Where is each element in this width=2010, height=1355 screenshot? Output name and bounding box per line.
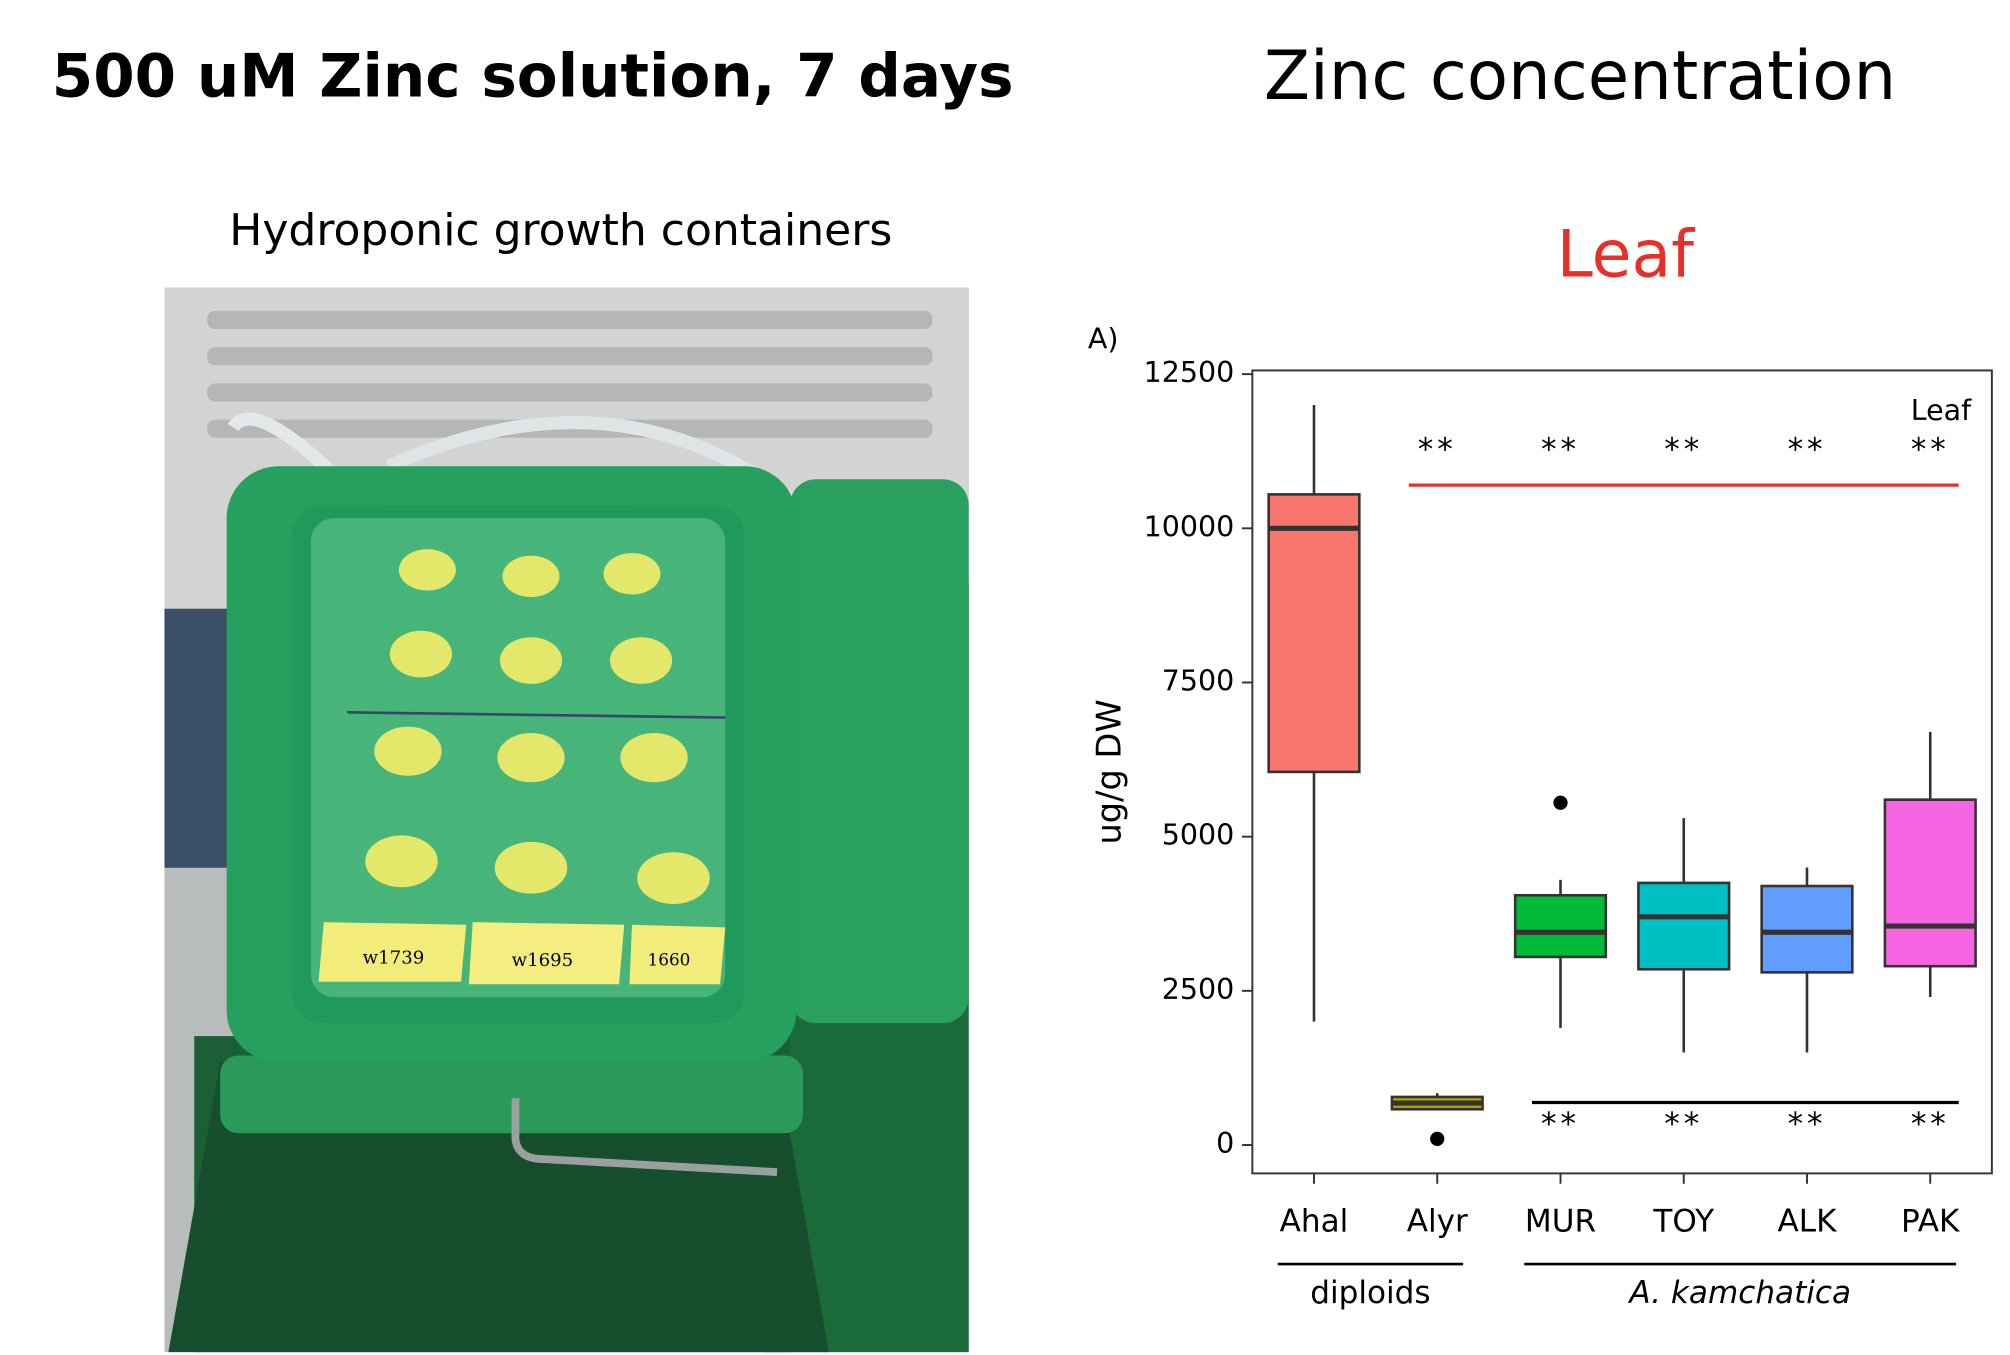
x-tick-label: Alyr (1407, 1204, 1468, 1240)
tape-label: w1739 (363, 947, 425, 968)
significance-label: ** (1664, 432, 1703, 468)
panel-label: A) (1088, 323, 1119, 356)
y-tick-label: 2500 (1162, 973, 1235, 1006)
tape-label: w1695 (512, 950, 574, 971)
box (1760, 884, 1854, 974)
group-label: diploids (1310, 1275, 1430, 1311)
outlier (1553, 795, 1568, 810)
significance-label: ** (1788, 432, 1827, 468)
tape-label: 1660 (648, 949, 691, 969)
photo: w1739 w1695 1660 (164, 287, 969, 1353)
right-title: Zinc concentration (1264, 36, 1896, 115)
y-tick-label: 0 (1216, 1127, 1234, 1160)
photo-caption: Hydroponic growth containers (229, 205, 892, 256)
x-tick-label: ALK (1778, 1204, 1839, 1240)
chart-title: Leaf (1557, 218, 1696, 293)
x-tick-label: MUR (1525, 1204, 1596, 1240)
y-tick-label: 7500 (1162, 664, 1235, 697)
outlier (1430, 1131, 1445, 1146)
plot: 0 2500 5000 7500 10000 12500 Ahal Alyr MUR TOY ALK… (1144, 356, 1993, 1311)
x-tick-label: TOY (1652, 1204, 1715, 1240)
y-axis-label: ug/g DW (1090, 699, 1129, 844)
y-tick-label: 10000 (1144, 510, 1235, 543)
significance-label: ** (1911, 432, 1950, 468)
group-label: A. kamchatica (1627, 1275, 1851, 1311)
significance-label: ** (1788, 1106, 1827, 1142)
y-tick-label: 12500 (1144, 356, 1235, 389)
significance-label: ** (1541, 1106, 1580, 1142)
x-tick-label: Ahal (1280, 1204, 1349, 1240)
box (1637, 881, 1731, 971)
significance-label: ** (1418, 432, 1457, 468)
plot-frame (1251, 369, 1993, 1175)
y-tick-label: 5000 (1162, 819, 1235, 852)
slide-title: 500 uM Zinc solution, 7 days (52, 42, 1014, 111)
legend-text: Leaf (1911, 394, 1972, 427)
significance-label: ** (1541, 432, 1580, 468)
significance-label: ** (1911, 1106, 1950, 1142)
box (1883, 798, 1977, 968)
box (1267, 493, 1361, 774)
x-tick-label: PAK (1901, 1204, 1961, 1240)
box (1513, 893, 1608, 959)
significance-label: ** (1664, 1106, 1703, 1142)
